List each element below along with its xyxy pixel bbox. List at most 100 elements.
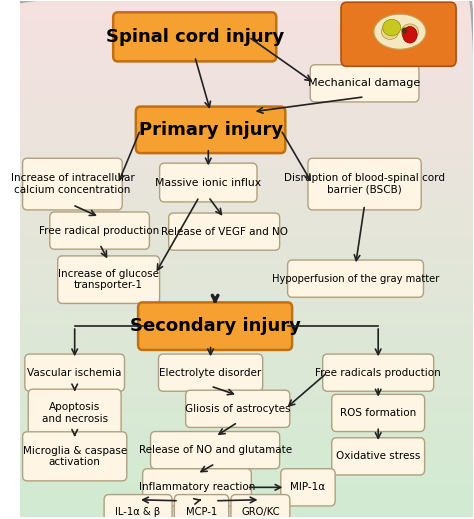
- Bar: [20, 468, 474, 469]
- Bar: [20, 51, 474, 52]
- Bar: [20, 231, 474, 233]
- Bar: [20, 443, 474, 445]
- Bar: [20, 422, 474, 425]
- Text: Vascular ischemia: Vascular ischemia: [27, 367, 122, 378]
- Bar: [20, 242, 474, 243]
- Bar: [20, 349, 474, 350]
- Bar: [20, 269, 474, 271]
- FancyBboxPatch shape: [23, 158, 122, 210]
- Bar: [20, 61, 474, 63]
- Bar: [20, 271, 474, 273]
- Text: Release of VEGF and NO: Release of VEGF and NO: [161, 227, 288, 237]
- Bar: [20, 283, 474, 285]
- Bar: [20, 273, 474, 275]
- Bar: [20, 448, 474, 450]
- Bar: [20, 220, 474, 221]
- Bar: [20, 338, 474, 340]
- Bar: [20, 318, 474, 319]
- Bar: [20, 306, 474, 307]
- Bar: [20, 97, 474, 99]
- Bar: [20, 80, 474, 81]
- FancyBboxPatch shape: [186, 390, 290, 428]
- Bar: [20, 506, 474, 507]
- Circle shape: [402, 28, 407, 34]
- Bar: [20, 490, 474, 491]
- Text: GRO/KC: GRO/KC: [241, 507, 280, 517]
- Bar: [20, 460, 474, 462]
- Bar: [20, 176, 474, 178]
- Text: Free radical production: Free radical production: [39, 226, 160, 236]
- Bar: [20, 16, 474, 18]
- Text: Hypoperfusion of the gray matter: Hypoperfusion of the gray matter: [272, 274, 439, 283]
- Bar: [20, 416, 474, 417]
- Bar: [20, 293, 474, 295]
- Bar: [20, 70, 474, 71]
- Bar: [20, 333, 474, 335]
- Bar: [20, 431, 474, 433]
- Bar: [20, 268, 474, 269]
- Bar: [20, 190, 474, 192]
- Bar: [20, 76, 474, 78]
- Bar: [20, 152, 474, 154]
- Bar: [20, 466, 474, 468]
- Bar: [20, 447, 474, 448]
- Bar: [20, 3, 474, 4]
- Bar: [20, 85, 474, 87]
- Bar: [20, 147, 474, 149]
- Bar: [20, 142, 474, 144]
- Bar: [20, 159, 474, 161]
- Bar: [20, 347, 474, 349]
- Text: Increase of intracellular
calcium concentration: Increase of intracellular calcium concen…: [10, 173, 134, 195]
- Bar: [20, 275, 474, 276]
- Bar: [20, 395, 474, 397]
- Bar: [20, 101, 474, 102]
- Bar: [20, 180, 474, 182]
- Text: Free radicals production: Free radicals production: [315, 367, 441, 378]
- Bar: [20, 371, 474, 373]
- Bar: [20, 54, 474, 56]
- Bar: [20, 354, 474, 356]
- FancyBboxPatch shape: [158, 354, 263, 391]
- Bar: [20, 233, 474, 235]
- Bar: [20, 75, 474, 76]
- Bar: [20, 297, 474, 298]
- Bar: [20, 263, 474, 264]
- Bar: [20, 187, 474, 188]
- Text: MIP-1α: MIP-1α: [291, 482, 326, 493]
- Bar: [20, 507, 474, 509]
- Bar: [20, 145, 474, 147]
- Bar: [20, 412, 474, 414]
- Bar: [20, 331, 474, 333]
- Bar: [20, 361, 474, 362]
- Bar: [20, 298, 474, 301]
- Bar: [20, 257, 474, 259]
- FancyBboxPatch shape: [25, 354, 125, 391]
- Text: Secondary injury: Secondary injury: [130, 317, 301, 335]
- Bar: [20, 393, 474, 395]
- Bar: [20, 255, 474, 257]
- Bar: [20, 63, 474, 64]
- Bar: [20, 114, 474, 116]
- Bar: [20, 373, 474, 374]
- Bar: [20, 71, 474, 73]
- Bar: [20, 510, 474, 512]
- Text: Inflammatory reaction: Inflammatory reaction: [139, 482, 255, 493]
- Bar: [20, 462, 474, 464]
- Bar: [20, 211, 474, 212]
- Bar: [20, 502, 474, 503]
- Text: Gliosis of astrocytes: Gliosis of astrocytes: [185, 404, 291, 414]
- Bar: [20, 369, 474, 371]
- Bar: [20, 350, 474, 352]
- Bar: [20, 182, 474, 183]
- FancyBboxPatch shape: [308, 158, 421, 210]
- Bar: [20, 481, 474, 483]
- Bar: [20, 500, 474, 502]
- Bar: [20, 261, 474, 263]
- Bar: [20, 495, 474, 497]
- Text: Electrolyte disorder: Electrolyte disorder: [159, 367, 262, 378]
- Bar: [20, 156, 474, 157]
- Bar: [20, 40, 474, 42]
- Circle shape: [402, 26, 417, 43]
- Bar: [20, 89, 474, 90]
- Bar: [20, 23, 474, 25]
